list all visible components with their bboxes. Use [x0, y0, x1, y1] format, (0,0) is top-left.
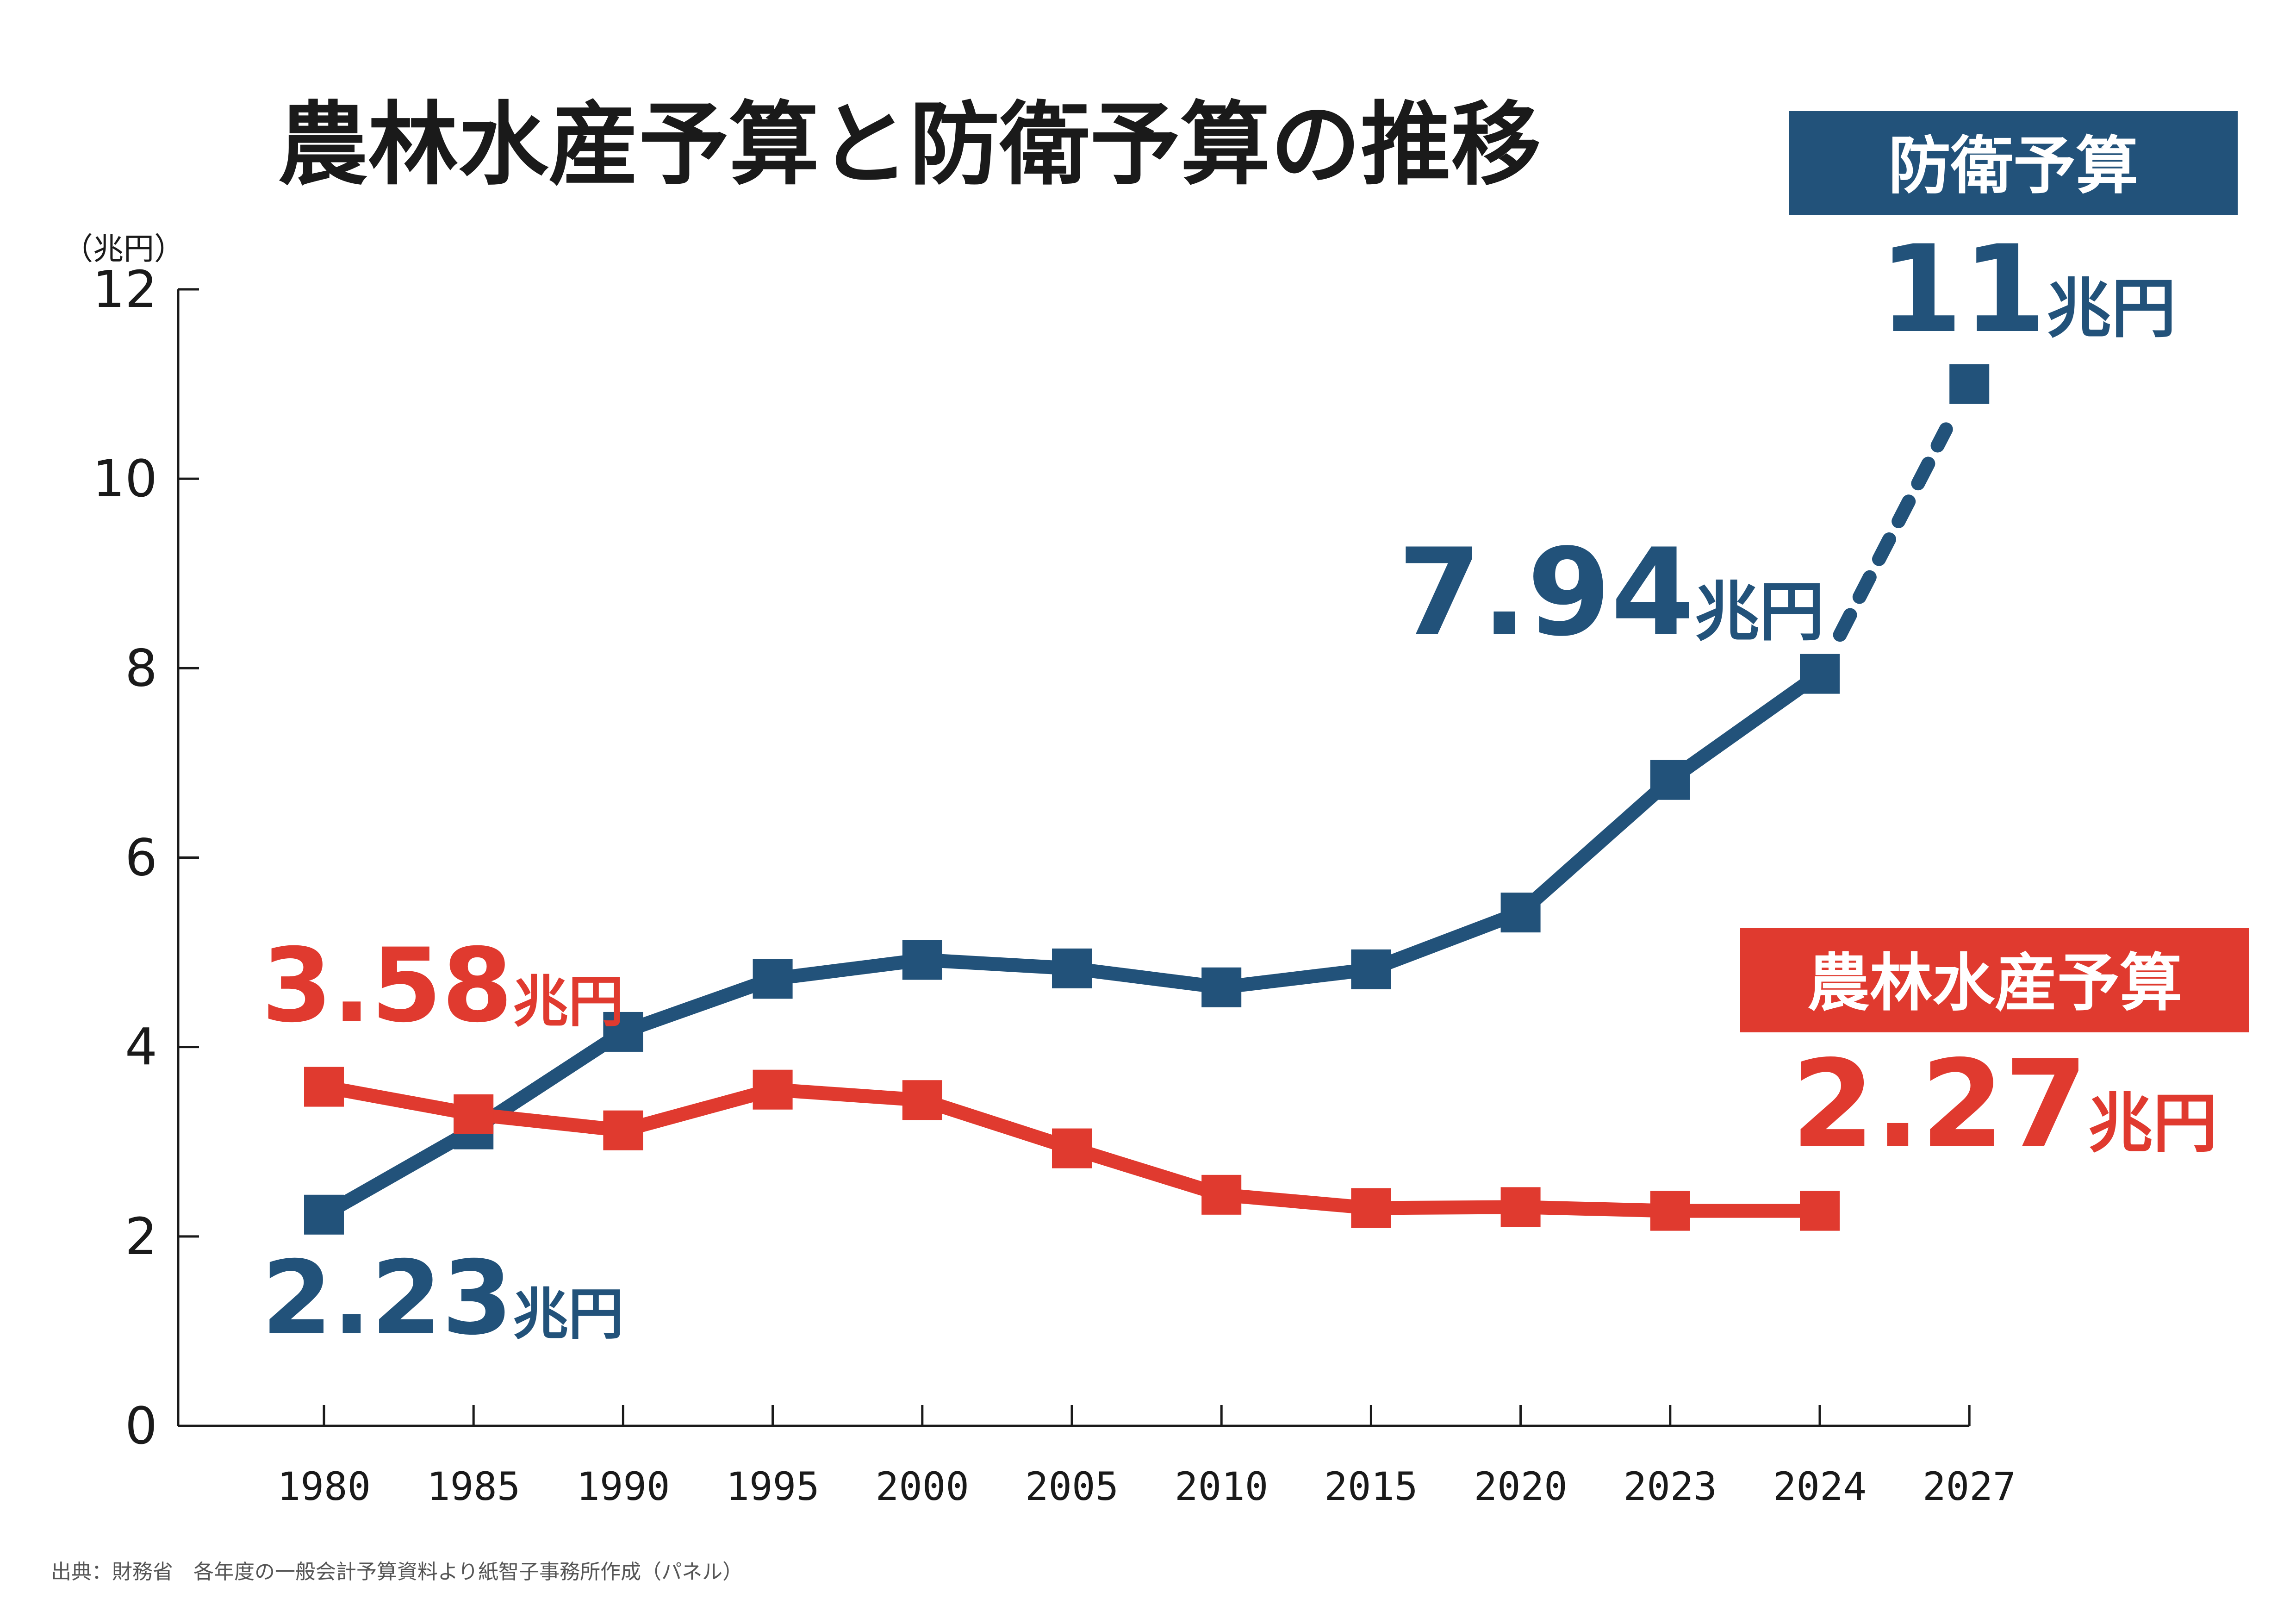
series-agri [304, 1067, 1840, 1231]
x-tick-label: 1995 [726, 1464, 819, 1509]
y-tick-label: 4 [125, 1018, 157, 1077]
chart-title: 農林水産予算と防衛予算の推移 [278, 92, 1541, 197]
x-tick-label: 2027 [1923, 1464, 2016, 1509]
data-point [1201, 967, 1242, 1007]
data-point [1351, 949, 1391, 989]
data-point [902, 1080, 942, 1120]
data-point [1500, 1187, 1541, 1227]
series-layer [304, 364, 1990, 1235]
x-tick-label: 2020 [1474, 1464, 1567, 1509]
y-tick-label: 12 [93, 260, 157, 319]
annotation-agri-1980: 3.58兆円 [261, 926, 624, 1045]
data-point [1650, 760, 1690, 800]
annotation-agri-2024: 2.27兆円 [1791, 1035, 2218, 1174]
annotation-defense-1980: 2.23兆円 [261, 1239, 624, 1357]
legend-defense-label: 防衛予算 [1888, 130, 2138, 202]
x-tick-label: 1980 [277, 1464, 371, 1509]
series-line-projection [1833, 422, 1953, 642]
data-point [603, 1012, 643, 1052]
data-point [1351, 1188, 1391, 1228]
x-tick-label: 2000 [876, 1464, 969, 1509]
x-tick-labels: 1980 1985 1990 1995 2000 2005 2010 2015 2020 2023… [277, 1405, 2016, 1509]
x-tick-label: 1985 [427, 1464, 520, 1509]
x-tick-label: 2023 [1624, 1464, 1717, 1509]
series-defense [304, 364, 1990, 1235]
y-tick-label: 6 [125, 828, 157, 887]
y-tick-label: 2 [125, 1207, 157, 1266]
data-point [304, 1067, 344, 1107]
y-tick-label: 10 [93, 449, 157, 508]
data-point [454, 1094, 494, 1134]
annotation-defense-2024: 7.94兆円 [1398, 523, 1824, 663]
data-point [1052, 1128, 1092, 1168]
data-point [902, 940, 942, 980]
x-tick-label: 2010 [1175, 1464, 1268, 1509]
data-point [753, 959, 793, 999]
data-point [1650, 1191, 1690, 1231]
y-tick-label: 0 [125, 1396, 157, 1455]
x-tick-label: 2024 [1773, 1464, 1867, 1509]
legend-agri-box [1740, 928, 2249, 1032]
source-note: 出典：財務省 各年度の一般会計予算資料より紙智子事務所作成（パネル） [51, 1560, 743, 1584]
legend-defense-box [1789, 111, 2238, 215]
data-point [1500, 893, 1541, 933]
annotation-defense-2027: 11兆円 [1879, 220, 2176, 360]
data-point [304, 1194, 344, 1235]
y-axis-unit: （兆円） [62, 231, 185, 267]
data-point [1949, 364, 1990, 404]
legend-agri-label: 農林水産予算 [1807, 947, 2182, 1019]
data-point [1052, 948, 1092, 988]
y-tick-label: 8 [125, 638, 157, 698]
data-point [1800, 654, 1840, 694]
data-point [1201, 1174, 1242, 1215]
data-point [603, 1110, 643, 1150]
x-tick-label: 2015 [1324, 1464, 1418, 1509]
data-point [753, 1069, 793, 1110]
x-tick-label: 1990 [576, 1464, 670, 1509]
y-tick-labels: 0 2 4 6 8 10 12 [93, 260, 199, 1455]
x-tick-label: 2005 [1025, 1464, 1119, 1509]
data-point [1800, 1191, 1840, 1231]
